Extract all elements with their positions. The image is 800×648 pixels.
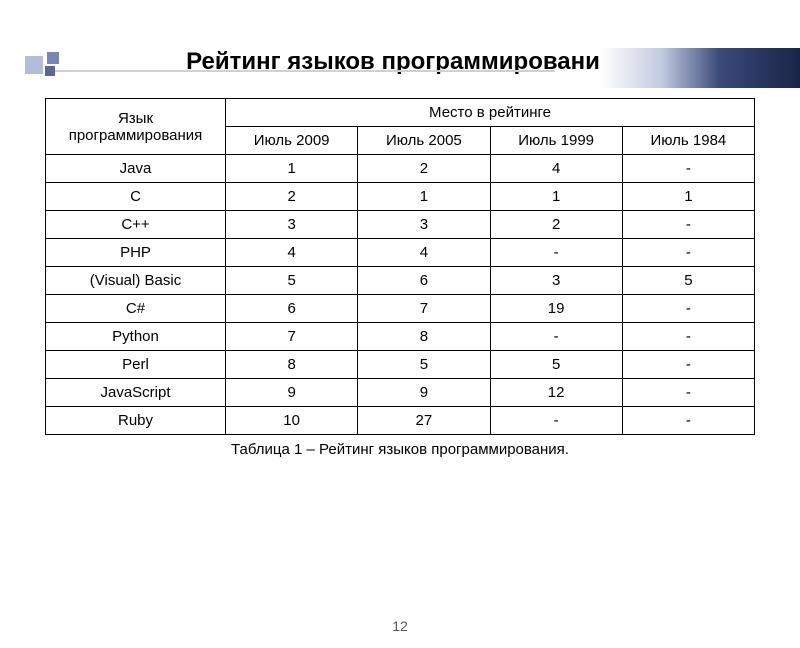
cell-value: 19 xyxy=(490,295,622,323)
cell-language: JavaScript xyxy=(46,379,226,407)
cell-value: 9 xyxy=(358,379,490,407)
table-row: JavaScript 9 9 12 - xyxy=(46,379,755,407)
cell-language: (Visual) Basic xyxy=(46,267,226,295)
cell-value: - xyxy=(622,239,754,267)
table-row: Java 1 2 4 - xyxy=(46,155,755,183)
rating-table-container: Язык программирования Место в рейтинге И… xyxy=(45,98,755,458)
col-header-rating: Место в рейтинге xyxy=(226,99,755,127)
deco-squares xyxy=(25,56,46,79)
cell-value: 4 xyxy=(358,239,490,267)
cell-value: 4 xyxy=(490,155,622,183)
cell-value: - xyxy=(622,211,754,239)
cell-value: 1 xyxy=(226,155,358,183)
cell-value: 5 xyxy=(358,351,490,379)
cell-value: 9 xyxy=(226,379,358,407)
cell-language: C# xyxy=(46,295,226,323)
cell-value: 6 xyxy=(226,295,358,323)
cell-value: 1 xyxy=(622,183,754,211)
col-header-period: Июль 1999 xyxy=(490,127,622,155)
cell-language: Ruby xyxy=(46,407,226,435)
deco-horizontal-rule xyxy=(55,70,555,72)
cell-value: 12 xyxy=(490,379,622,407)
col-header-period: Июль 2009 xyxy=(226,127,358,155)
table-caption: Таблица 1 – Рейтинг языков программирова… xyxy=(45,441,755,458)
cell-value: 8 xyxy=(226,351,358,379)
table-row: PHP 4 4 - - xyxy=(46,239,755,267)
cell-language: Java xyxy=(46,155,226,183)
cell-value: - xyxy=(622,295,754,323)
col-header-period: Июль 1984 xyxy=(622,127,754,155)
cell-value: - xyxy=(490,407,622,435)
deco-gradient-bar xyxy=(600,48,800,88)
cell-value: 5 xyxy=(490,351,622,379)
table-row: Python 7 8 - - xyxy=(46,323,755,351)
cell-value: 5 xyxy=(226,267,358,295)
cell-value: - xyxy=(490,239,622,267)
cell-value: - xyxy=(622,155,754,183)
cell-value: 27 xyxy=(358,407,490,435)
col-header-language: Язык программирования xyxy=(46,99,226,155)
cell-value: 3 xyxy=(358,211,490,239)
cell-value: 8 xyxy=(358,323,490,351)
cell-value: - xyxy=(490,323,622,351)
table-row: Perl 8 5 5 - xyxy=(46,351,755,379)
rating-table: Язык программирования Место в рейтинге И… xyxy=(45,98,755,435)
cell-value: 2 xyxy=(226,183,358,211)
col-header-period: Июль 2005 xyxy=(358,127,490,155)
cell-value: 7 xyxy=(226,323,358,351)
cell-language: PHP xyxy=(46,239,226,267)
cell-value: - xyxy=(622,379,754,407)
table-row: C# 6 7 19 - xyxy=(46,295,755,323)
cell-value: 5 xyxy=(622,267,754,295)
deco-square-icon xyxy=(45,66,55,76)
table-row: Ruby 10 27 - - xyxy=(46,407,755,435)
deco-square-icon xyxy=(25,56,43,74)
table-row: C 2 1 1 1 xyxy=(46,183,755,211)
cell-value: 2 xyxy=(490,211,622,239)
cell-value: - xyxy=(622,351,754,379)
cell-language: C++ xyxy=(46,211,226,239)
table-row: (Visual) Basic 5 6 3 5 xyxy=(46,267,755,295)
cell-language: C xyxy=(46,183,226,211)
deco-square-icon xyxy=(47,52,59,64)
cell-value: - xyxy=(622,323,754,351)
cell-value: 3 xyxy=(226,211,358,239)
cell-value: - xyxy=(622,407,754,435)
cell-value: 7 xyxy=(358,295,490,323)
slide-top-decoration xyxy=(0,48,800,88)
cell-value: 4 xyxy=(226,239,358,267)
cell-value: 1 xyxy=(490,183,622,211)
cell-value: 3 xyxy=(490,267,622,295)
cell-value: 6 xyxy=(358,267,490,295)
table-row: C++ 3 3 2 - xyxy=(46,211,755,239)
cell-language: Python xyxy=(46,323,226,351)
cell-value: 1 xyxy=(358,183,490,211)
cell-value: 10 xyxy=(226,407,358,435)
cell-value: 2 xyxy=(358,155,490,183)
cell-language: Perl xyxy=(46,351,226,379)
page-number: 12 xyxy=(392,618,408,634)
